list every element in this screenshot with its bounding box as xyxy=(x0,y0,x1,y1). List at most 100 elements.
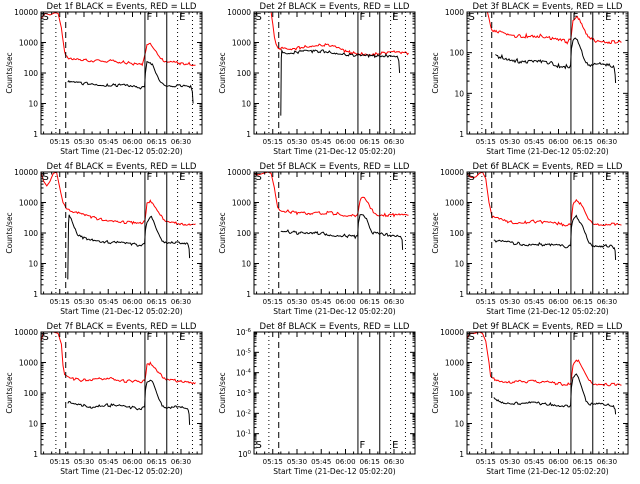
xtick-label: 05:30 xyxy=(287,138,307,146)
marker-f: F xyxy=(572,172,578,183)
xtick-label: 06:00 xyxy=(122,298,142,306)
xtick-label: 05:45 xyxy=(311,298,331,306)
marker-f: F xyxy=(359,172,365,183)
panel-det-5: Det 5f BLACK = Events, RED = LLD 1 10 100 10… xyxy=(213,160,426,320)
series-line-lld xyxy=(254,172,409,218)
ytick-label: 100 xyxy=(24,69,39,78)
xtick-label: 06:30 xyxy=(597,138,617,146)
marker-s: S xyxy=(256,172,262,183)
xtick-label: 06:30 xyxy=(597,298,617,306)
panel-det-3: Det 3f BLACK = Events, RED = LLD 1 10 100 10… xyxy=(426,0,639,160)
marker-e: E xyxy=(179,332,185,343)
xtick-label: 05:45 xyxy=(524,458,544,466)
xtick-label: 06:15 xyxy=(147,138,167,146)
ytick-label: 10 xyxy=(241,260,251,269)
series-group xyxy=(270,12,409,116)
chart-title: Det 4f BLACK = Events, RED = LLD xyxy=(47,162,197,172)
marker-e: E xyxy=(392,440,398,451)
marker-f: F xyxy=(572,12,578,23)
xtick-label: 06:00 xyxy=(122,458,142,466)
series-line-lld xyxy=(486,12,622,45)
marker-f: F xyxy=(572,332,578,343)
chart-svg: Det 7f BLACK = Events, RED = LLD 1 10 100 10… xyxy=(5,322,203,476)
ytick-label: 100 xyxy=(237,229,252,238)
xtick-label: 06:30 xyxy=(171,138,191,146)
xtick-label: 05:45 xyxy=(524,138,544,146)
xtick-label: 05:30 xyxy=(287,458,307,466)
y-axis-label: Counts/sec xyxy=(5,372,14,413)
marker-s: S xyxy=(43,12,49,23)
xtick-label: 05:30 xyxy=(500,138,520,146)
ytick-label: 10-3 xyxy=(236,389,252,398)
xtick-label: 05:15 xyxy=(263,458,283,466)
x-axis-label: Start Time (21-Dec-12 05:02:20) xyxy=(60,307,182,316)
ytick-label: 10-6 xyxy=(236,328,252,337)
ytick-label: 1 xyxy=(459,450,464,459)
xtick-label: 06:15 xyxy=(573,298,593,306)
xtick-label: 06:00 xyxy=(548,298,568,306)
xtick-label: 05:15 xyxy=(263,138,283,146)
x-axis-label: Start Time (21-Dec-12 05:02:20) xyxy=(60,147,182,156)
xtick-label: 05:45 xyxy=(311,458,331,466)
y-axis-label: Counts/sec xyxy=(431,52,440,93)
xtick-label: 06:30 xyxy=(597,458,617,466)
xtick-label: 06:15 xyxy=(360,138,380,146)
x-axis-label: Start Time (21-Dec-12 05:02:20) xyxy=(486,147,608,156)
chart-title: Det 7f BLACK = Events, RED = LLD xyxy=(47,322,197,332)
xtick-label: 05:15 xyxy=(50,138,70,146)
ytick-label: 1 xyxy=(459,290,464,299)
marker-s: S xyxy=(469,332,475,343)
marker-f: F xyxy=(146,12,152,23)
ytick-label: 10000 xyxy=(227,8,251,17)
x-axis-label: Start Time (21-Dec-12 05:02:20) xyxy=(273,147,395,156)
panel-det-8: Det 8f BLACK = Events, RED = LLD 100 10-1 1… xyxy=(213,320,426,480)
series-line-events xyxy=(67,214,191,280)
xtick-label: 05:30 xyxy=(500,458,520,466)
xtick-label: 06:30 xyxy=(171,458,191,466)
ytick-label: 100 xyxy=(24,229,39,238)
marker-e: E xyxy=(605,172,611,183)
xtick-label: 06:00 xyxy=(548,458,568,466)
xtick-label: 06:15 xyxy=(360,298,380,306)
ytick-label: 1000 xyxy=(232,39,251,48)
ytick-label: 1 xyxy=(33,290,38,299)
y-axis-label: Counts/sec xyxy=(431,212,440,253)
xtick-label: 06:00 xyxy=(335,138,355,146)
ytick-label: 1000 xyxy=(19,39,38,48)
series-group xyxy=(41,172,196,280)
marker-f: F xyxy=(146,172,152,183)
ytick-label: 10 xyxy=(454,420,464,429)
xtick-label: 05:30 xyxy=(74,138,94,146)
xtick-label: 06:00 xyxy=(335,458,355,466)
ytick-label: 10000 xyxy=(440,168,464,177)
ytick-label: 10-2 xyxy=(236,409,251,418)
chart-title: Det 6f BLACK = Events, RED = LLD xyxy=(473,162,623,172)
series-group xyxy=(41,332,196,425)
xtick-label: 05:30 xyxy=(500,298,520,306)
ytick-label: 1000 xyxy=(445,359,464,368)
xtick-label: 05:45 xyxy=(98,298,118,306)
marker-e: E xyxy=(392,172,398,183)
series-line-events xyxy=(67,60,194,104)
xtick-label: 06:15 xyxy=(360,458,380,466)
panel-det-6: Det 6f BLACK = Events, RED = LLD 1 10 100 10… xyxy=(426,160,639,320)
xtick-label: 05:15 xyxy=(476,138,496,146)
xtick-label: 06:00 xyxy=(122,138,142,146)
xtick-label: 05:45 xyxy=(311,138,331,146)
panel-det-4: Det 4f BLACK = Events, RED = LLD 1 10 100 10… xyxy=(0,160,213,320)
series-group xyxy=(41,12,196,104)
marker-e: E xyxy=(392,12,398,23)
series-group xyxy=(486,12,622,84)
y-axis-label: Counts/sec xyxy=(218,372,227,413)
marker-f: F xyxy=(146,332,152,343)
y-axis-label: Counts/sec xyxy=(5,52,14,93)
ytick-label: 10 xyxy=(28,420,38,429)
xtick-label: 05:15 xyxy=(50,458,70,466)
ytick-label: 10-4 xyxy=(236,369,252,378)
panel-det-9: Det 9f BLACK = Events, RED = LLD 1 10 100 10… xyxy=(426,320,639,480)
ytick-label: 10-1 xyxy=(236,430,251,439)
x-axis-label: Start Time (21-Dec-12 05:02:20) xyxy=(273,467,395,476)
y-axis-label: Counts/sec xyxy=(218,52,227,93)
chart-svg: Det 2f BLACK = Events, RED = LLD 1 10 100 10… xyxy=(218,2,416,156)
series-line-lld xyxy=(41,332,196,385)
